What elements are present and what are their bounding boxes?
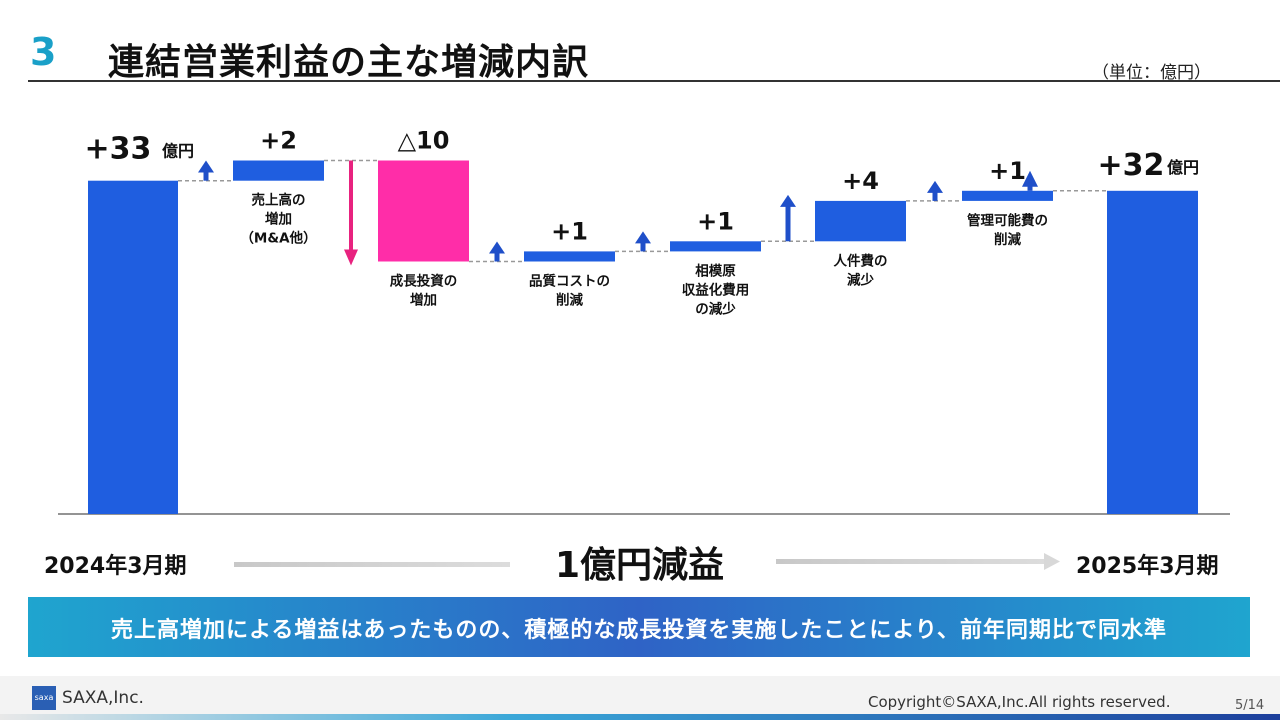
category-label: （M&A他）	[240, 230, 316, 247]
start-period-label: 2024年3月期	[44, 554, 187, 579]
category-label: 増加	[410, 292, 437, 309]
step-value-label: +1	[551, 217, 588, 245]
step-value-label: △10	[398, 127, 450, 155]
step-value-label: +1	[989, 157, 1026, 185]
company-name: SAXA,Inc.	[62, 688, 144, 708]
category-label: 減少	[847, 271, 875, 288]
up-arrow-icon	[489, 241, 505, 254]
end-period-label: 2025年3月期	[1076, 554, 1219, 579]
period-arrows	[234, 553, 1060, 570]
step-bar	[378, 160, 469, 262]
start-unit-label: 億円	[162, 142, 194, 161]
category-label: 売上高の	[252, 192, 306, 209]
unit-label: （単位：億円）	[1092, 63, 1211, 83]
category-label: 増加	[265, 211, 292, 228]
summary-label: 1億円減益	[555, 545, 725, 586]
category-label: 管理可能費の	[967, 212, 1048, 229]
start-total-bar	[88, 180, 178, 514]
up-arrow-icon	[927, 180, 943, 193]
right-arrow-head-icon	[1044, 553, 1060, 570]
category-label: の減少	[695, 300, 736, 317]
step-value-label: +4	[842, 167, 879, 195]
step-value-label: +2	[260, 127, 297, 155]
end-value-label: +32	[1098, 148, 1165, 183]
end-total-bar	[1107, 190, 1198, 515]
category-label: 削減	[994, 231, 1022, 248]
footer-accent-bar	[0, 714, 1280, 720]
section-number: 3	[30, 30, 57, 74]
left-arrow-shaft	[234, 562, 510, 567]
step-bar	[233, 160, 324, 181]
category-label: 人件費の	[834, 252, 888, 269]
summary-banner: 売上高増加による増益はあったものの、積極的な成長投資を実施したことにより、前年同…	[28, 597, 1250, 657]
page-number: 5/14	[1235, 698, 1265, 713]
up-arrow-icon	[635, 231, 651, 244]
category-label: 品質コストの	[529, 273, 610, 290]
copyright-text: Copyright©SAXA,Inc.All rights reserved.	[868, 693, 1171, 711]
waterfall-chart: +33 億円 +2売上高の増加（M&A他）△10成長投資の増加+1品質コストの削減+…	[58, 127, 1230, 515]
page-title: 連結営業利益の主な増減内訳	[108, 42, 590, 83]
category-label: 成長投資の	[390, 273, 458, 290]
banner-text: 売上高増加による増益はあったものの、積極的な成長投資を実施したことにより、前年同…	[110, 618, 1168, 643]
category-label: 削減	[556, 292, 584, 309]
up-arrow-icon	[198, 160, 214, 173]
step-bar	[815, 200, 906, 242]
down-arrow-icon	[344, 249, 358, 266]
end-unit-label: 億円	[1167, 158, 1199, 177]
step-bar	[670, 241, 761, 252]
up-arrow-icon	[1022, 170, 1038, 187]
category-label: 収益化費用	[682, 281, 750, 298]
saxa-logo-icon: saxa	[32, 686, 56, 710]
right-arrow-shaft	[776, 559, 1046, 564]
title-divider	[28, 80, 1280, 82]
start-value-label: +33	[85, 132, 152, 167]
step-bar	[962, 190, 1053, 201]
category-label: 相模原	[695, 262, 736, 279]
step-bar	[524, 251, 615, 262]
step-value-label: +1	[697, 207, 734, 235]
footer: saxa SAXA,Inc. Copyright©SAXA,Inc.All ri…	[0, 676, 1280, 720]
up-arrow-icon	[780, 194, 796, 207]
